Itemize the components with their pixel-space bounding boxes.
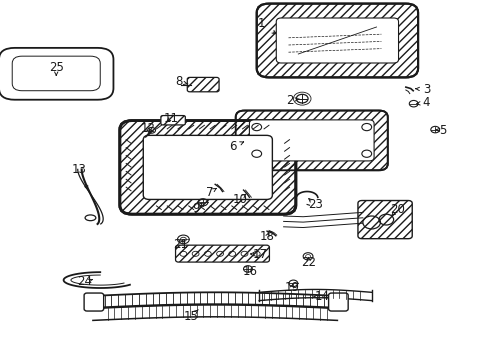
Text: 5: 5 (438, 124, 446, 137)
FancyBboxPatch shape (357, 201, 411, 239)
Text: 1: 1 (257, 17, 265, 30)
Text: 23: 23 (307, 198, 322, 211)
FancyBboxPatch shape (187, 77, 219, 92)
Text: 6: 6 (229, 140, 237, 153)
Text: 11: 11 (163, 112, 178, 125)
Text: 3: 3 (422, 83, 429, 96)
Text: 21: 21 (173, 238, 188, 251)
FancyBboxPatch shape (175, 245, 269, 262)
FancyBboxPatch shape (143, 135, 272, 199)
FancyBboxPatch shape (161, 116, 185, 125)
FancyBboxPatch shape (235, 111, 387, 170)
FancyBboxPatch shape (256, 4, 417, 77)
FancyBboxPatch shape (84, 293, 103, 311)
Text: 13: 13 (72, 163, 86, 176)
Text: 20: 20 (390, 203, 405, 216)
Text: 10: 10 (232, 193, 246, 206)
FancyBboxPatch shape (328, 293, 347, 311)
Text: 8: 8 (174, 75, 182, 88)
Text: 15: 15 (183, 310, 198, 323)
Text: 18: 18 (259, 230, 274, 243)
Text: 14: 14 (314, 290, 328, 303)
Text: 2: 2 (285, 94, 293, 107)
Ellipse shape (85, 215, 96, 221)
Text: 7: 7 (205, 186, 213, 199)
Text: 16: 16 (243, 265, 257, 278)
Text: 24: 24 (78, 275, 92, 288)
FancyBboxPatch shape (0, 48, 113, 100)
FancyBboxPatch shape (249, 120, 373, 161)
FancyBboxPatch shape (120, 121, 295, 214)
Text: 17: 17 (252, 248, 267, 261)
FancyBboxPatch shape (276, 18, 398, 63)
Text: 25: 25 (49, 61, 63, 74)
Text: 9: 9 (191, 202, 199, 215)
Text: 12: 12 (140, 122, 155, 135)
Text: 22: 22 (301, 256, 316, 269)
Text: 4: 4 (422, 96, 429, 109)
Text: 19: 19 (284, 281, 299, 294)
